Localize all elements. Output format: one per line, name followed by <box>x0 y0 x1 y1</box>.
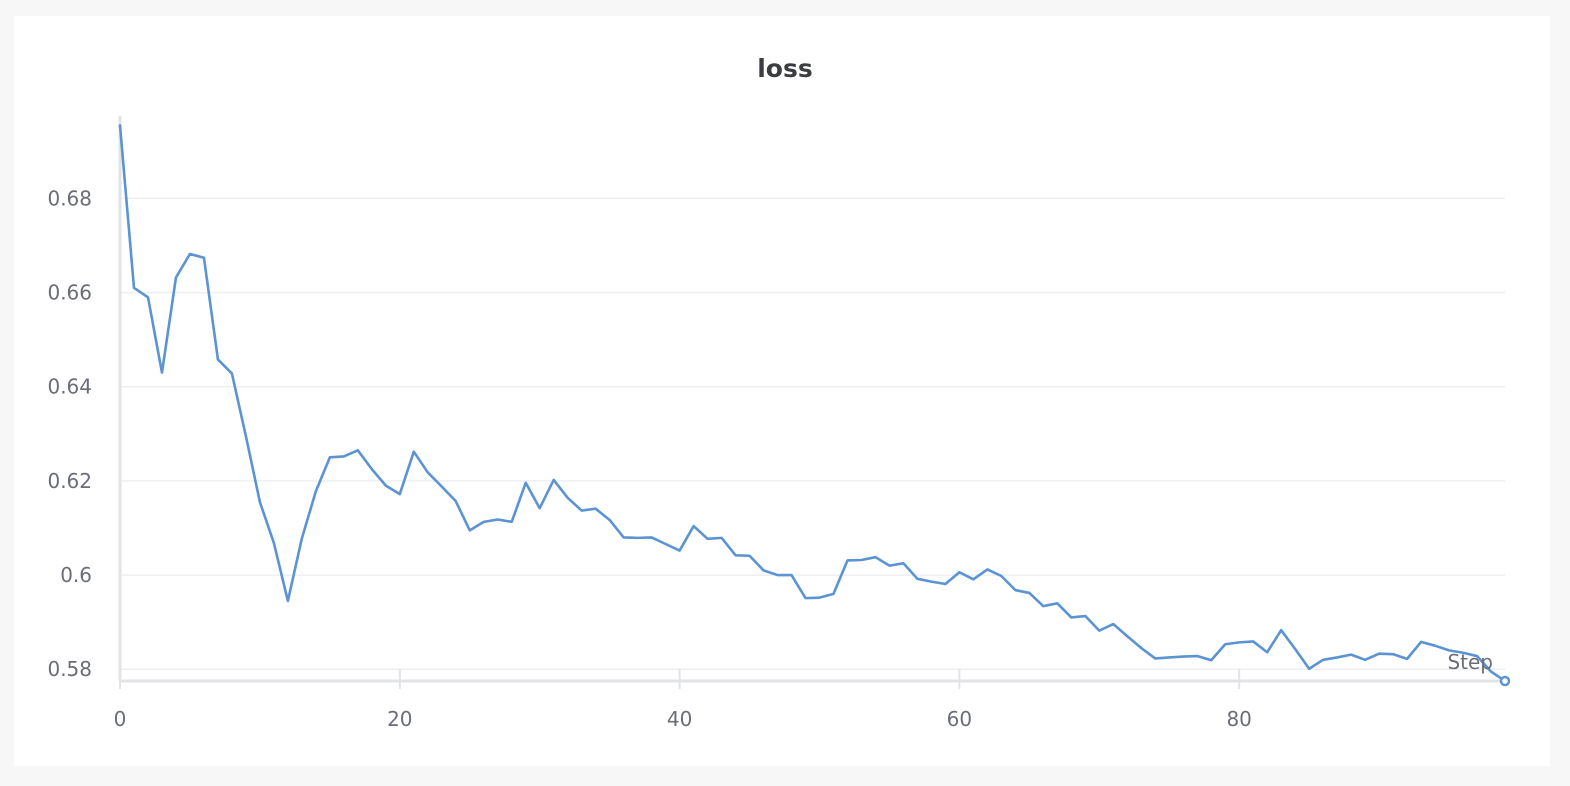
x-tick-label: 0 <box>114 707 127 731</box>
last-point-marker[interactable] <box>1499 675 1511 687</box>
x-tick-label: 80 <box>1226 707 1251 731</box>
x-axis-label: Step <box>1447 650 1493 674</box>
y-tick-label: 0.58 <box>47 657 92 681</box>
grid-lines <box>120 197 1505 670</box>
y-tick-labels: 0.58 0.6 0.62 0.64 0.66 0.68 <box>47 186 92 681</box>
series-line-loss[interactable] <box>118 124 1507 683</box>
x-tick-labels: 0 20 40 60 80 <box>114 669 1252 731</box>
x-tick-label: 40 <box>667 707 692 731</box>
y-tick-label: 0.64 <box>47 375 92 399</box>
y-tick-label: 0.6 <box>60 563 92 587</box>
chart-title: loss <box>757 54 813 83</box>
x-tick-label: 20 <box>387 707 412 731</box>
y-tick-label: 0.66 <box>47 281 92 305</box>
y-tick-label: 0.62 <box>47 469 92 493</box>
chart-panel <box>14 16 1550 766</box>
y-tick-label: 0.68 <box>47 186 92 210</box>
x-tick-label: 60 <box>947 707 972 731</box>
axes <box>118 116 1505 683</box>
